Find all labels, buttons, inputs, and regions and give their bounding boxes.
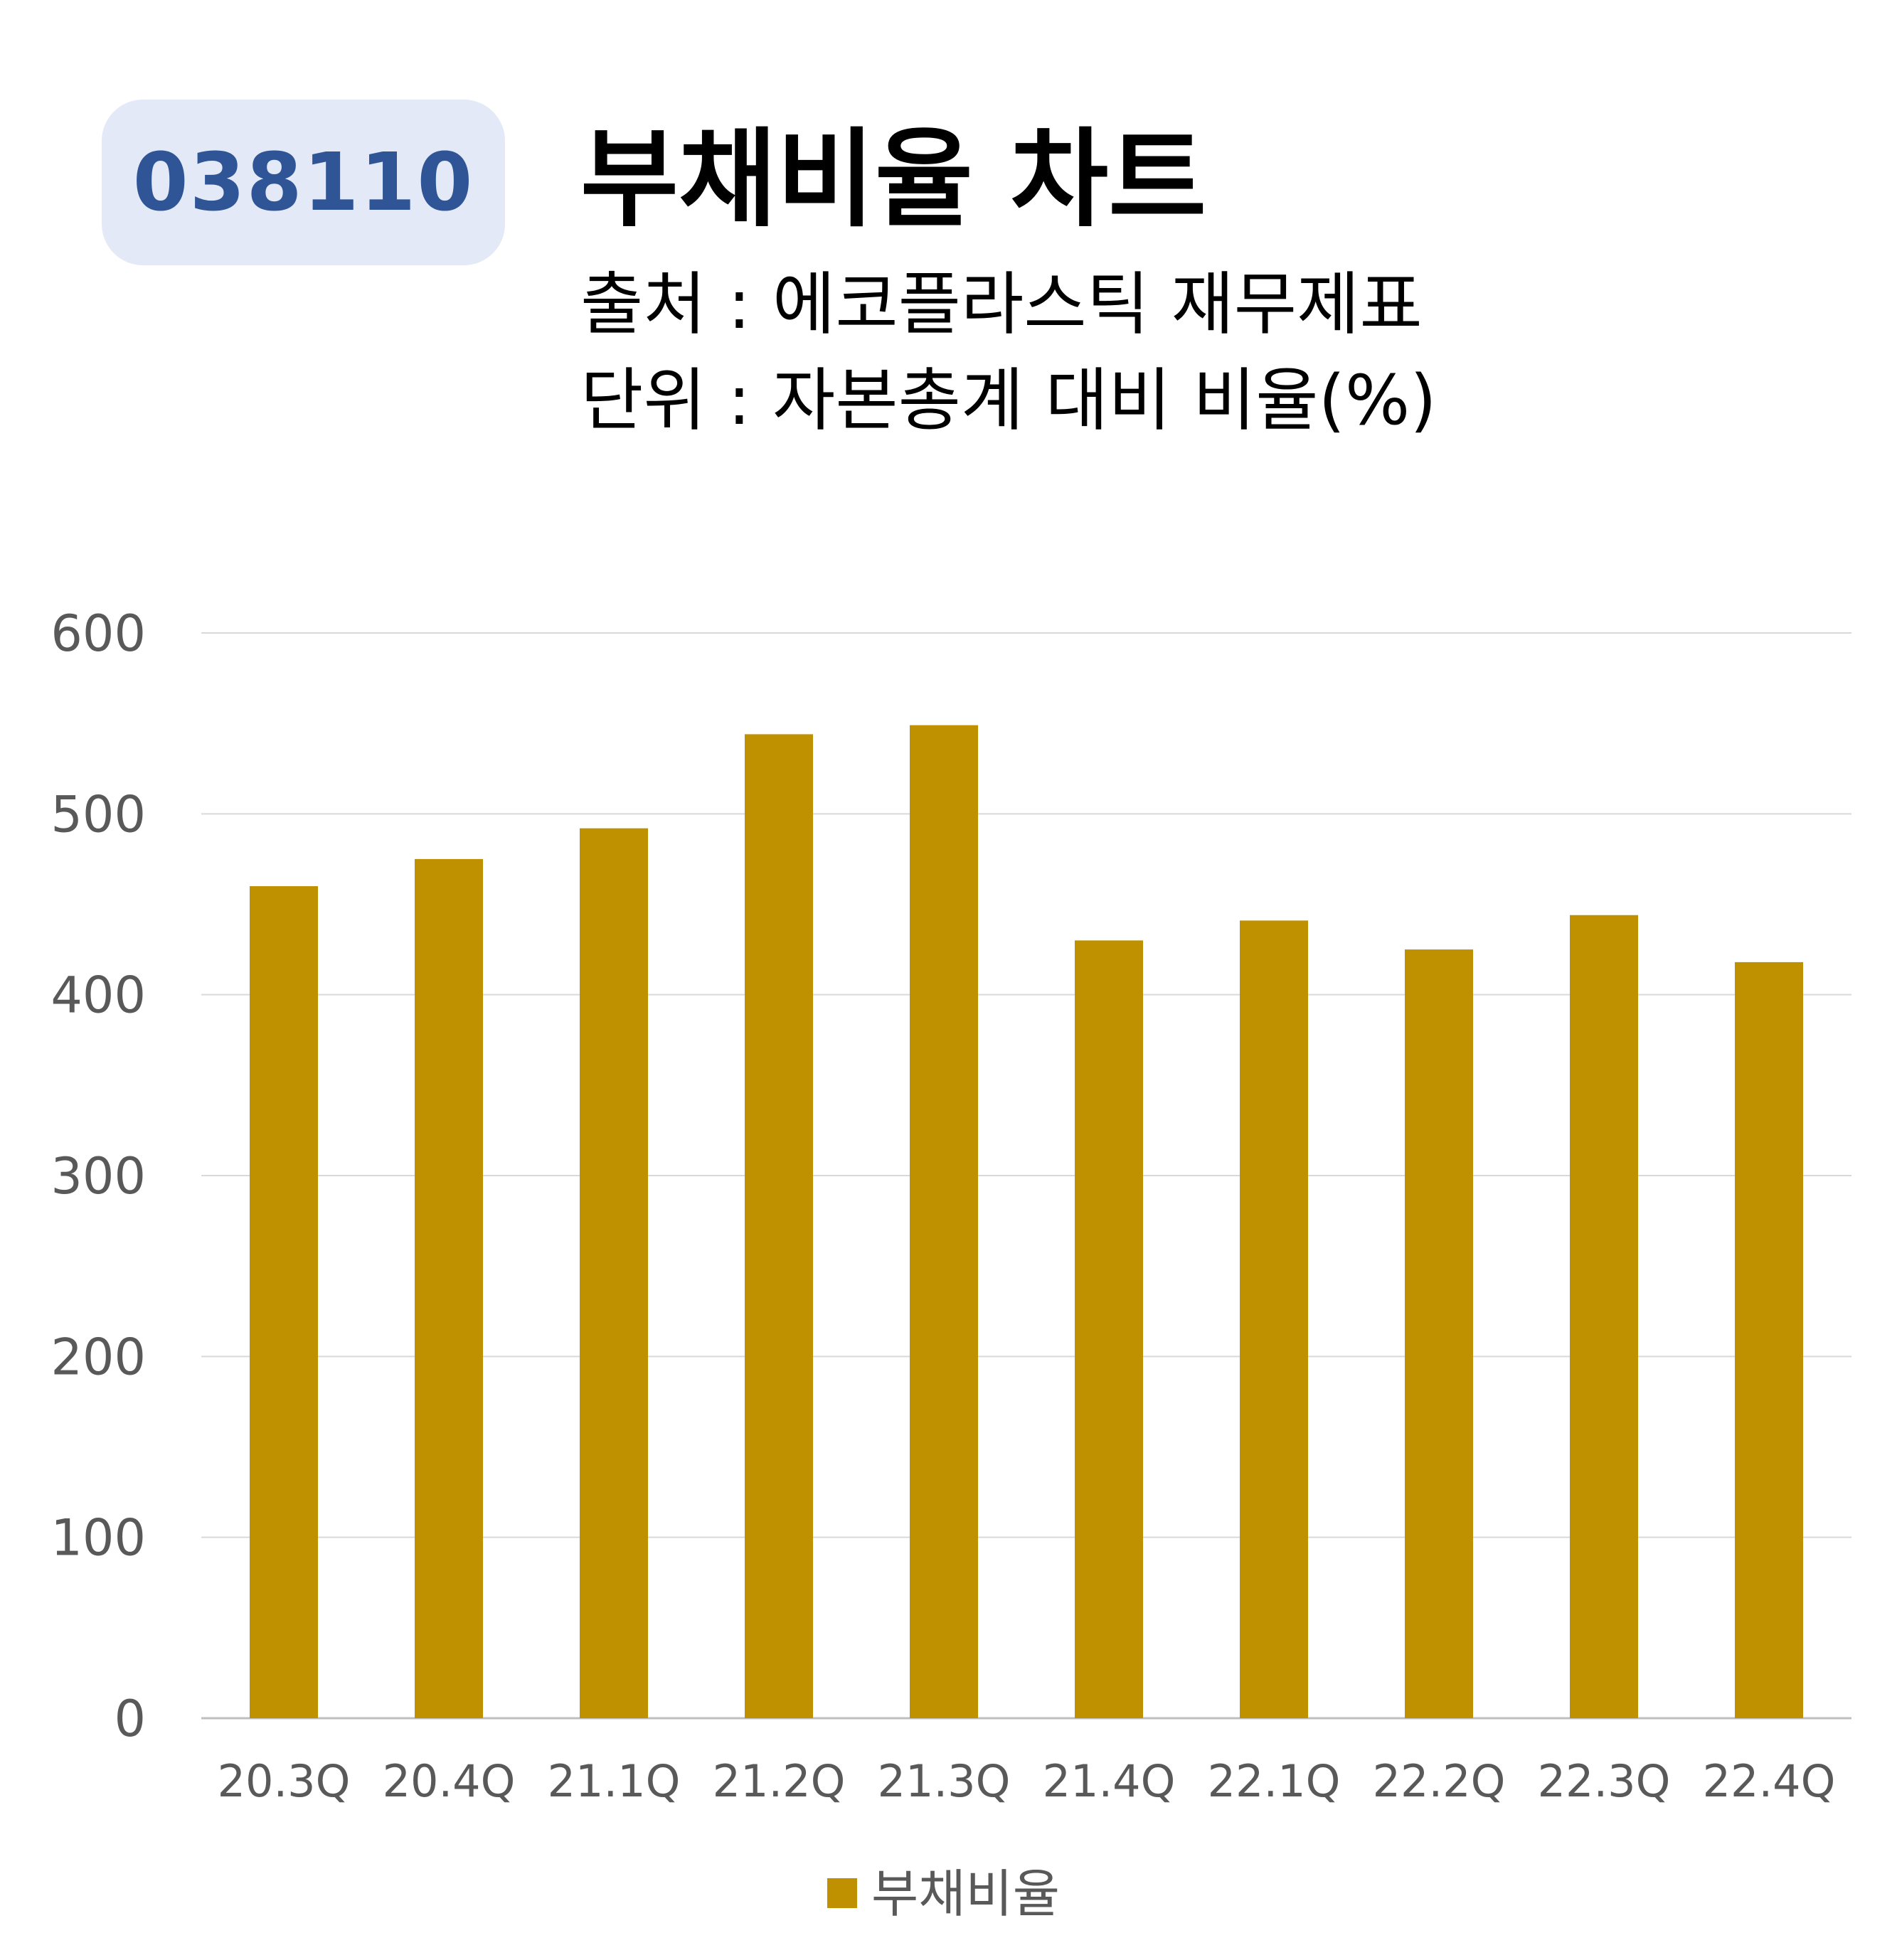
legend: 부채비율 [827, 1864, 1060, 1924]
x-tick-label: 21.3Q [878, 1755, 1011, 1807]
stock-code: 038110 [132, 136, 474, 229]
bars [250, 725, 1803, 1719]
x-tick-label: 21.2Q [713, 1755, 846, 1807]
bar-21.4Q [1075, 940, 1143, 1718]
y-tick-label: 300 [51, 1147, 146, 1205]
bar-21.3Q [910, 725, 978, 1719]
x-tick-label: 20.3Q [218, 1755, 351, 1807]
bar-20.3Q [250, 886, 318, 1718]
bar-22.2Q [1405, 949, 1473, 1718]
bar-22.4Q [1735, 962, 1803, 1718]
x-tick-label: 22.4Q [1703, 1755, 1836, 1807]
source-line: 출처 : 에코플라스틱 재무제표 [580, 265, 1423, 344]
legend-swatch [827, 1878, 857, 1908]
bar-22.3Q [1570, 915, 1638, 1718]
bar-21.2Q [745, 734, 813, 1718]
bar-22.1Q [1240, 920, 1308, 1718]
x-tick-label: 22.2Q [1373, 1755, 1506, 1807]
stock-code-badge: 038110 [102, 100, 505, 265]
y-tick-label: 100 [51, 1509, 146, 1567]
chart-title: 부채비율 차트 [580, 118, 1207, 242]
y-tick-label: 500 [51, 785, 146, 843]
y-tick-label: 0 [114, 1690, 146, 1748]
x-axis-ticks: 20.3Q 20.4Q 21.1Q 21.2Q 21.3Q 21.4Q 22.1Q 22.2Q… [218, 1755, 1836, 1807]
y-tick-label: 400 [51, 966, 146, 1025]
bar-20.4Q [415, 858, 483, 1718]
bar-21.1Q [580, 828, 648, 1718]
y-tick-label: 600 [51, 604, 146, 663]
legend-label: 부채비율 [871, 1864, 1060, 1924]
x-tick-label: 22.3Q [1538, 1755, 1671, 1807]
x-tick-label: 21.1Q [548, 1755, 681, 1807]
y-axis-ticks: 0 100 200 300 400 500 600 [51, 604, 146, 1748]
x-tick-label: 20.4Q [383, 1755, 516, 1807]
y-tick-label: 200 [51, 1328, 146, 1386]
x-tick-label: 22.1Q [1208, 1755, 1341, 1807]
x-tick-label: 21.4Q [1043, 1755, 1176, 1807]
unit-line: 단위 : 자본총계 대비 비율(%) [580, 361, 1437, 440]
